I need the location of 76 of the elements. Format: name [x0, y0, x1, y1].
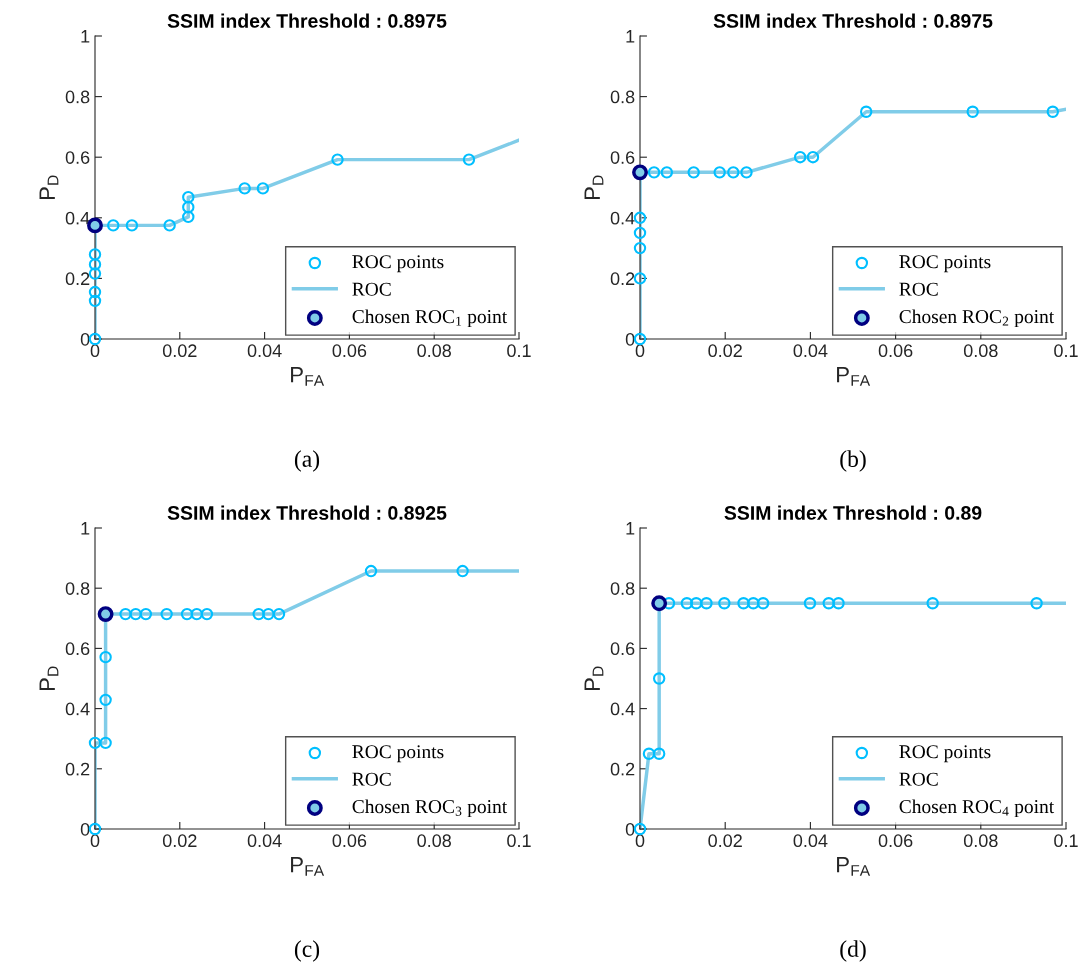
y-tick-label: 1: [81, 522, 90, 535]
x-tick-label: 0.02: [162, 344, 197, 358]
text: (d): [840, 940, 866, 962]
text: (c): [294, 940, 320, 962]
x-axis-title: P$_{FA}$: [291, 367, 325, 386]
y-tick-label: 0.6: [65, 642, 90, 656]
x-tick-label: 0.04: [247, 344, 282, 358]
y-tick-label: 0.8: [610, 90, 635, 104]
x-tick-label: 0.04: [793, 834, 828, 848]
y-tick-label: 0.2: [65, 272, 90, 286]
x-tick-label: 0.1: [1054, 344, 1078, 358]
y-tick-label: 0.6: [65, 151, 90, 164]
y-axis-title: P$_{D}$: [39, 666, 59, 691]
y-tick-label: 0.4: [610, 211, 635, 225]
legend-label: ROC points: [899, 745, 991, 763]
y-tick-label: 0: [625, 332, 635, 346]
x-axis-title: P$_{FA}$: [837, 367, 871, 386]
x-tick-label: 0.02: [708, 344, 742, 358]
y-axis-title: P$_{D}$: [584, 175, 604, 200]
y-tick-label: 0.8: [65, 90, 90, 104]
legend-label: Chosen ROC$_{4}$ point: [899, 799, 1055, 818]
y-axis-title: P$_{D}$: [39, 175, 59, 200]
y-tick-label: 0.8: [65, 582, 90, 595]
legend-label: Chosen ROC$_{1}$ point: [352, 309, 508, 328]
y-tick-label: 0.4: [65, 211, 90, 225]
chart-title: SSIM index Threshold : 0.8975: [713, 13, 993, 28]
x-tick-label: 0.06: [332, 834, 367, 848]
x-tick-label: 0: [635, 834, 645, 848]
x-tick-label: 0.08: [417, 834, 451, 848]
chart-title: SSIM index Threshold : 0.8925: [167, 505, 447, 520]
y-tick-label: 0.2: [65, 762, 90, 776]
y-tick-label: 0: [80, 332, 90, 346]
y-tick-label: 1: [81, 30, 90, 43]
x-tick-label: 0.04: [793, 344, 828, 358]
x-tick-label: 0.06: [332, 344, 367, 358]
x-tick-label: 0: [635, 344, 645, 358]
x-tick-label: 0.08: [963, 344, 998, 358]
legend-label: ROC: [352, 282, 391, 296]
y-tick-label: 0.4: [65, 702, 90, 716]
x-tick-label: 0.08: [417, 344, 451, 358]
legend-label: Chosen ROC$_{3}$ point: [352, 799, 508, 818]
x-axis-title: P$_{FA}$: [291, 857, 325, 876]
legend-label: ROC points: [352, 255, 444, 273]
legend-label: ROC: [352, 772, 391, 786]
legend-label: ROC: [899, 282, 938, 296]
legend-label: Chosen ROC$_{2}$ point: [899, 309, 1055, 328]
x-tick-label: 0.1: [1054, 834, 1078, 848]
x-tick-label: 0.06: [878, 834, 913, 848]
x-tick-label: 0: [90, 344, 100, 358]
chart-title: SSIM index Threshold : 0.8975: [167, 13, 447, 28]
x-tick-label: 0.02: [162, 834, 197, 848]
y-axis-title: P$_{D}$: [584, 666, 604, 691]
y-tick-label: 0: [625, 822, 635, 836]
chart-title: SSIM index Threshold : 0.89: [724, 505, 982, 520]
y-tick-label: 0.6: [610, 642, 635, 656]
x-tick-label: 0: [90, 834, 100, 848]
y-tick-label: 1: [626, 30, 635, 43]
y-tick-label: 0: [80, 822, 90, 836]
y-tick-label: 0.4: [610, 702, 635, 716]
x-tick-label: 0.02: [708, 834, 742, 848]
y-tick-label: 0.6: [610, 151, 635, 164]
x-tick-label: 0.04: [247, 834, 282, 848]
legend-label: ROC: [899, 772, 938, 786]
text: (b): [840, 450, 866, 472]
x-tick-label: 0.1: [507, 834, 531, 848]
y-tick-label: 0.2: [610, 762, 635, 776]
y-tick-label: 0.8: [610, 582, 635, 595]
x-tick-label: 0.08: [963, 834, 998, 848]
y-tick-label: 1: [626, 522, 635, 535]
x-axis-title: P$_{FA}$: [837, 857, 871, 876]
x-tick-label: 0.06: [878, 344, 913, 358]
legend-label: ROC points: [899, 255, 991, 273]
x-tick-label: 0.1: [507, 344, 531, 358]
text: (a): [294, 450, 320, 472]
legend-label: ROC points: [352, 745, 444, 763]
y-tick-label: 0.2: [610, 272, 635, 286]
